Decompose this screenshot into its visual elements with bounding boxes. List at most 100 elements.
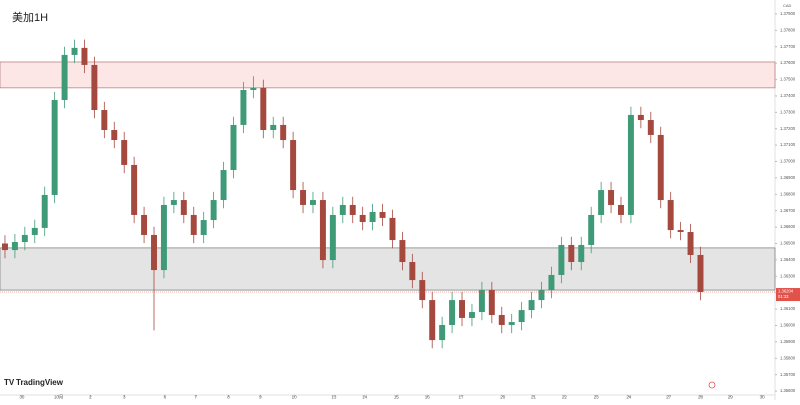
candle-body — [498, 314, 505, 325]
last-price-badge — [776, 288, 800, 302]
candle-body — [697, 254, 704, 293]
x-tick-label: 30 — [19, 395, 25, 400]
x-tick-label: 13 — [331, 395, 337, 400]
y-tick-label: 1.37300 — [780, 109, 796, 114]
candle-body — [399, 240, 406, 263]
candle-body — [81, 47, 88, 65]
candle-body — [111, 130, 118, 141]
x-tick-label: 20 — [500, 395, 506, 400]
candle-body — [121, 140, 128, 165]
x-tick-label: 6 — [164, 395, 167, 400]
y-tick-label: 1.36100 — [780, 306, 796, 311]
x-tick-label: 28 — [698, 395, 704, 400]
candle-body — [101, 110, 108, 131]
y-tick-label: 1.37700 — [780, 44, 796, 49]
candle-body — [220, 170, 227, 201]
candle-body — [488, 290, 495, 315]
candle-body — [588, 214, 595, 245]
candle-body — [51, 100, 58, 195]
candle-body — [468, 312, 475, 318]
x-tick-label: 29 — [728, 395, 734, 400]
candle-body — [319, 200, 326, 261]
y-tick-label: 1.36900 — [780, 175, 796, 180]
x-tick-label: 14 — [362, 395, 368, 400]
currency: CAD — [783, 3, 792, 8]
last-price-label: 1.36204 — [778, 289, 794, 294]
candle-body — [41, 194, 48, 228]
candle-body — [250, 87, 257, 91]
candle-body — [190, 214, 197, 235]
x-tick-label: 2 — [89, 395, 92, 400]
candle-body — [409, 262, 416, 281]
y-tick-label: 1.36300 — [780, 273, 796, 278]
candle-body — [329, 214, 336, 261]
candle-body — [300, 190, 307, 205]
candle-body — [667, 200, 674, 231]
candle-body — [310, 200, 316, 205]
candle-body — [359, 214, 366, 223]
candle-body — [1, 243, 8, 251]
x-tick-label: 17 — [459, 395, 465, 400]
candle-body — [568, 244, 575, 263]
candle-body — [141, 214, 148, 235]
event-marker — [708, 381, 716, 389]
candle-body — [160, 204, 167, 271]
candle-body — [290, 140, 297, 191]
y-tick-label: 1.37400 — [780, 93, 796, 98]
countdown: 01:33 — [778, 294, 789, 299]
x-tick-label: 9 — [259, 395, 262, 400]
candle-body — [31, 227, 38, 235]
zone — [0, 61, 776, 89]
candle-body — [270, 124, 277, 131]
x-tick-label: 24 — [626, 395, 632, 400]
x-tick-label: 16 — [425, 395, 431, 400]
y-tick-label: 1.37500 — [780, 77, 796, 82]
y-tick-label: 1.37000 — [780, 159, 796, 164]
candle-body — [419, 280, 426, 301]
x-tick-label: 10 — [292, 395, 298, 400]
candle-body — [71, 47, 78, 55]
candle-body — [91, 64, 98, 111]
candle-body — [379, 212, 386, 218]
candle-body — [369, 212, 376, 223]
x-tick-label: 15 — [394, 395, 400, 400]
candle-body — [687, 232, 694, 255]
candle-body — [548, 274, 555, 291]
x-tick-label: 3 — [123, 395, 126, 400]
y-tick-label: 1.36800 — [780, 191, 796, 196]
chart-title: 美加1H — [12, 11, 48, 24]
y-tick-label: 1.35700 — [780, 372, 796, 377]
brand-logo: TV — [4, 378, 15, 387]
x-tick-label: 7 — [194, 395, 197, 400]
candle-body — [637, 114, 644, 121]
x-tick-label: 27 — [666, 395, 672, 400]
candle-body — [538, 290, 545, 301]
candle-body — [180, 200, 187, 215]
candle-body — [439, 324, 446, 341]
candle-body — [260, 87, 267, 131]
candle-body — [21, 234, 28, 243]
candle-body — [677, 230, 684, 233]
x-tick-label: 23 — [594, 395, 600, 400]
candle-body — [478, 290, 485, 313]
candle-body — [230, 124, 237, 171]
candle-body — [429, 300, 436, 341]
candle-body — [210, 200, 217, 221]
y-tick-label: 1.36400 — [780, 257, 796, 262]
x-tick-label: 8 — [227, 395, 230, 400]
candle-body — [608, 190, 615, 205]
y-tick-label: 1.36000 — [780, 323, 796, 328]
y-tick-label: 1.36500 — [780, 241, 796, 246]
candle-body — [598, 190, 605, 215]
y-tick-label: 1.37600 — [780, 60, 796, 65]
x-tick-label: 21 — [531, 395, 537, 400]
candle-body — [618, 204, 624, 215]
candle-body — [459, 300, 465, 318]
candle-body — [627, 114, 634, 215]
candle-body — [558, 244, 565, 275]
y-tick-label: 1.35900 — [780, 339, 796, 344]
candle-body — [518, 310, 525, 323]
y-tick-label: 1.35800 — [780, 355, 796, 360]
